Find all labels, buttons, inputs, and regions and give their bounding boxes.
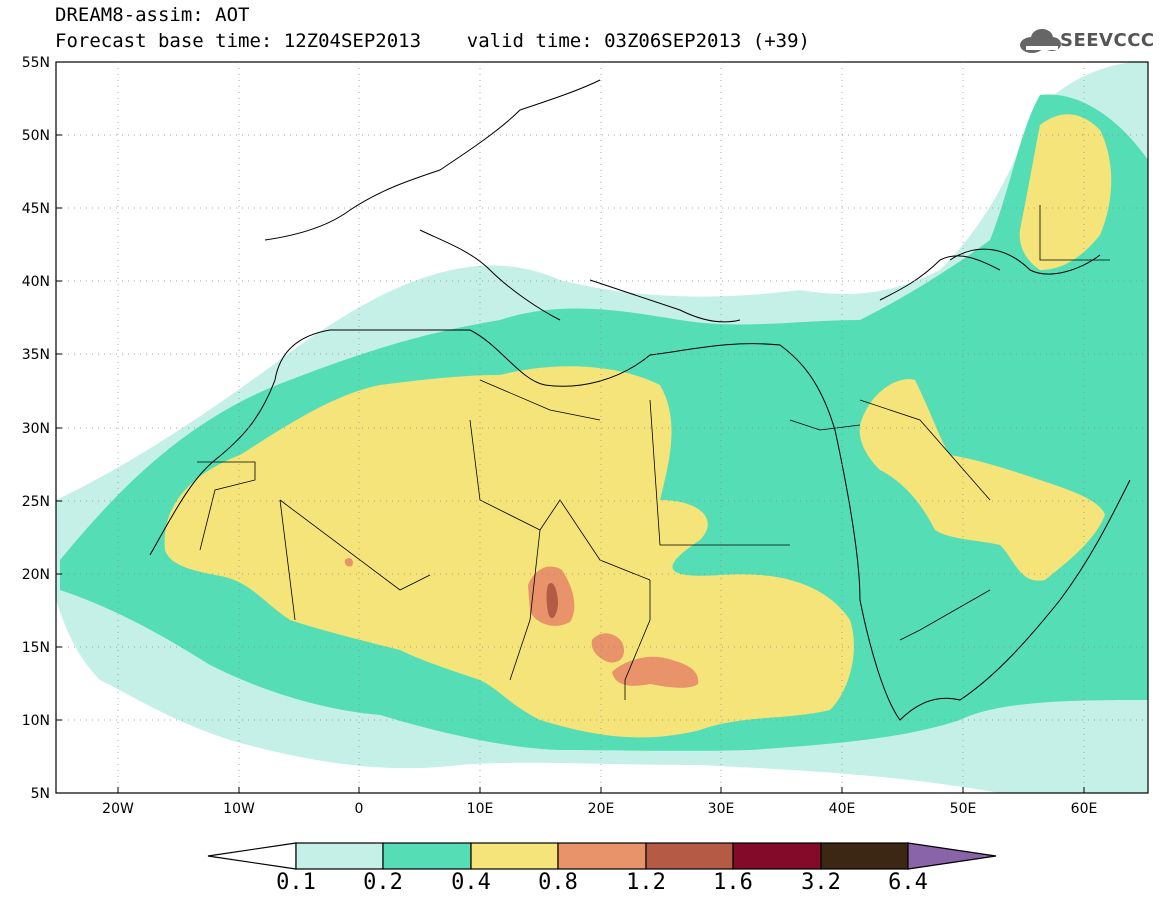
lat-label: 50N <box>22 128 50 144</box>
aot-region-very-high <box>344 557 699 688</box>
colorbar-segment <box>732 842 822 870</box>
colorbar-segment <box>557 842 647 870</box>
lon-label: 60E <box>1071 801 1098 817</box>
lat-label: 45N <box>22 201 50 217</box>
lon-label: 10W <box>223 801 255 817</box>
lat-label: 55N <box>22 55 50 71</box>
axis-ticks <box>56 61 1085 793</box>
logo-text: SEEVCCC <box>1060 30 1155 51</box>
colorbar-segment <box>645 842 734 870</box>
colorbar-label: 1.2 <box>626 870 666 895</box>
colorbar-under-triangle <box>207 842 297 870</box>
lat-label: 5N <box>31 786 50 802</box>
lat-label: 40N <box>22 274 50 290</box>
lat-label: 15N <box>22 640 50 656</box>
colorbar-over-triangle <box>907 842 997 870</box>
graticule <box>56 62 1148 793</box>
colorbar-label: 0.2 <box>363 870 403 895</box>
lon-label: 50E <box>950 801 977 817</box>
aot-region-high <box>164 114 1112 738</box>
map-title: DREAM8-assim: AOT <box>55 4 250 26</box>
latitude-labels: 55N 50N 45N 40N 35N 30N 25N 20N 15N 10N … <box>22 55 50 802</box>
lat-label: 25N <box>22 494 50 510</box>
cloud-icon <box>1020 29 1061 53</box>
lon-label: 20E <box>588 801 615 817</box>
colorbar-segment <box>295 842 384 870</box>
colorbar-segment <box>382 842 472 870</box>
lat-label: 10N <box>22 713 50 729</box>
lon-label: 0 <box>355 801 364 817</box>
colorbar-label: 1.6 <box>713 870 753 895</box>
colorbar-segment <box>470 842 559 870</box>
aot-region-peak <box>546 582 558 619</box>
lat-label: 35N <box>22 347 50 363</box>
colorbar-label: 0.1 <box>276 870 316 895</box>
colorbar-label: 6.4 <box>888 870 928 895</box>
lon-label: 30E <box>708 801 735 817</box>
longitude-labels: 20W 10W 0 10E 20E 30E 40E 50E 60E <box>102 801 1097 817</box>
forecast-time-line: Forecast base time: 12Z04SEP2013 valid t… <box>55 30 810 52</box>
lat-label: 30N <box>22 421 50 437</box>
lon-label: 10E <box>467 801 494 817</box>
colorbar-label: 0.4 <box>451 870 491 895</box>
lon-label: 20W <box>102 801 134 817</box>
colorbar <box>207 842 997 870</box>
colorbar-segment <box>820 842 909 870</box>
lat-label: 20N <box>22 567 50 583</box>
colorbar-label: 3.2 <box>801 870 841 895</box>
aot-field <box>56 62 1148 793</box>
colorbar-label: 0.8 <box>538 870 578 895</box>
lon-label: 40E <box>829 801 856 817</box>
coastlines <box>149 79 1131 721</box>
